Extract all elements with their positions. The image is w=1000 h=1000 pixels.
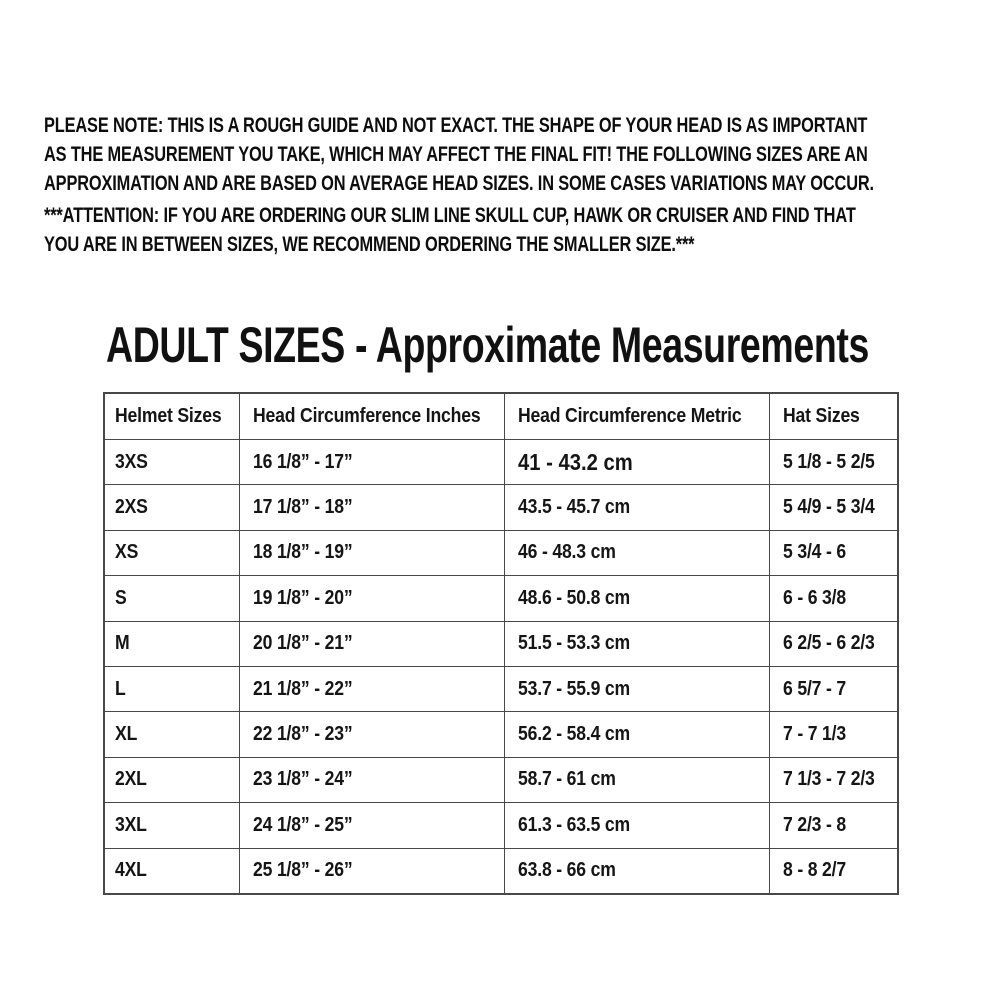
cell-inches: 16 1/8” - 17” (238, 438, 505, 486)
cell-inches: 23 1/8” - 24” (238, 756, 505, 804)
header-circumference-inches-label: Head Circumference Inches (252, 405, 481, 427)
cell-helmet-size: L (103, 665, 240, 713)
note-paragraph: PLEASE NOTE: THIS IS A ROUGH GUIDE AND N… (44, 111, 1000, 198)
attention-paragraph: ***ATTENTION: IF YOU ARE ORDERING OUR SL… (44, 201, 1000, 259)
cell-helmet-size: M (103, 620, 240, 667)
cell-metric: 48.6 - 50.8 cm (503, 575, 770, 622)
cell-inches: 17 1/8” - 18” (238, 484, 505, 531)
cell-inches: 20 1/8” - 21” (238, 620, 505, 667)
header-hat-sizes: Hat Sizes (768, 392, 899, 440)
cell-hat-size: 6 - 6 3/8 (768, 575, 899, 622)
header-circumference-inches: Head Circumference Inches (238, 392, 505, 440)
cell-hat-size: 5 1/8 - 5 2/5 (768, 438, 899, 486)
table-row-2xl: 2XL 23 1/8” - 24” 58.7 - 61 cm 7 1/3 - 7… (103, 756, 899, 804)
cell-helmet-size: 2XL (103, 756, 240, 804)
header-circumference-metric: Head Circumference Metric (503, 392, 770, 440)
table-row-4xl: 4XL 25 1/8” - 26” 63.8 - 66 cm 8 - 8 2/7 (103, 847, 899, 895)
table-row-3xs: 3XS 16 1/8” - 17” 41 - 43.2 cm 5 1/8 - 5… (103, 438, 899, 486)
header-circumference-metric-label: Head Circumference Metric (517, 405, 742, 427)
cell-helmet-size: 2XS (103, 484, 240, 531)
table-row-m: M 20 1/8” - 21” 51.5 - 53.3 cm 6 2/5 - 6… (103, 620, 899, 667)
cell-hat-size: 6 2/5 - 6 2/3 (768, 620, 899, 667)
cell-metric: 41 - 43.2 cm (503, 438, 770, 486)
adult-sizes-table: Helmet Sizes Head Circumference Inches H… (103, 392, 899, 895)
attention-line-2: YOU ARE IN BETWEEN SIZES, WE RECOMMEND O… (44, 233, 695, 256)
cell-helmet-size: XS (103, 529, 240, 577)
cell-hat-size: 7 - 7 1/3 (768, 711, 899, 758)
cell-metric: 51.5 - 53.3 cm (503, 620, 770, 667)
cell-inches: 18 1/8” - 19” (238, 529, 505, 577)
table-row-xs: XS 18 1/8” - 19” 46 - 48.3 cm 5 3/4 - 6 (103, 529, 899, 577)
cell-hat-size: 5 3/4 - 6 (768, 529, 899, 577)
header-helmet-sizes: Helmet Sizes (103, 392, 240, 440)
cell-metric: 63.8 - 66 cm (503, 847, 770, 895)
cell-helmet-size: 4XL (103, 847, 240, 895)
cell-inches: 24 1/8” - 25” (238, 802, 505, 849)
header-helmet-sizes-label: Helmet Sizes (115, 405, 222, 427)
table-row-2xs: 2XS 17 1/8” - 18” 43.5 - 45.7 cm 5 4/9 -… (103, 484, 899, 531)
cell-metric: 53.7 - 55.9 cm (503, 665, 770, 713)
cell-helmet-size: 3XS (103, 438, 240, 486)
cell-metric: 58.7 - 61 cm (503, 756, 770, 804)
cell-metric: 46 - 48.3 cm (503, 529, 770, 577)
page-title: ADULT SIZES - Approximate Measurements (106, 317, 869, 373)
note-line-1: PLEASE NOTE: THIS IS A ROUGH GUIDE AND N… (44, 114, 868, 137)
header-hat-sizes-label: Hat Sizes (782, 405, 860, 427)
cell-helmet-size: 3XL (103, 802, 240, 849)
note-line-2: AS THE MEASUREMENT YOU TAKE, WHICH MAY A… (44, 143, 868, 166)
cell-metric: 43.5 - 45.7 cm (503, 484, 770, 531)
cell-helmet-size: S (103, 575, 240, 622)
cell-hat-size: 6 5/7 - 7 (768, 665, 899, 713)
note-line-3: APPROXIMATION AND ARE BASED ON AVERAGE H… (44, 172, 874, 195)
cell-inches: 25 1/8” - 26” (238, 847, 505, 895)
table-header-row: Helmet Sizes Head Circumference Inches H… (103, 392, 899, 440)
cell-hat-size: 7 2/3 - 8 (768, 802, 899, 849)
attention-line-1: ***ATTENTION: IF YOU ARE ORDERING OUR SL… (44, 204, 856, 227)
cell-hat-size: 7 1/3 - 7 2/3 (768, 756, 899, 804)
table-row-xl: XL 22 1/8” - 23” 56.2 - 58.4 cm 7 - 7 1/… (103, 711, 899, 758)
table-row-s: S 19 1/8” - 20” 48.6 - 50.8 cm 6 - 6 3/8 (103, 575, 899, 622)
cell-metric: 61.3 - 63.5 cm (503, 802, 770, 849)
cell-inches: 22 1/8” - 23” (238, 711, 505, 758)
cell-hat-size: 5 4/9 - 5 3/4 (768, 484, 899, 531)
cell-hat-size: 8 - 8 2/7 (768, 847, 899, 895)
table-row-3xl: 3XL 24 1/8” - 25” 61.3 - 63.5 cm 7 2/3 -… (103, 802, 899, 849)
table-row-l: L 21 1/8” - 22” 53.7 - 55.9 cm 6 5/7 - 7 (103, 665, 899, 713)
cell-inches: 21 1/8” - 22” (238, 665, 505, 713)
cell-metric: 56.2 - 58.4 cm (503, 711, 770, 758)
cell-inches: 19 1/8” - 20” (238, 575, 505, 622)
cell-helmet-size: XL (103, 711, 240, 758)
